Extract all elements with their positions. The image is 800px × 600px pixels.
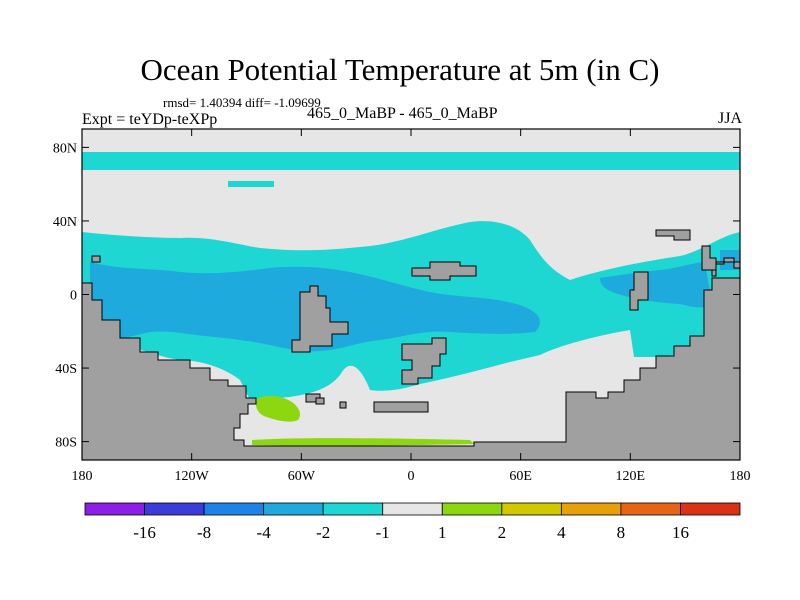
colorbar-swatch	[560, 502, 622, 516]
colorbar-swatch	[620, 502, 681, 516]
x-tick-label: 120W	[175, 469, 210, 484]
colorbar-swatch	[501, 502, 562, 516]
x-tick-label: 60W	[288, 469, 316, 484]
land	[82, 229, 740, 460]
land-pacific-block	[655, 229, 691, 241]
arctic-cool-band	[82, 152, 740, 170]
land-island	[339, 401, 347, 409]
colorbar-swatch	[441, 502, 503, 516]
antarctic-warm-band	[252, 438, 474, 446]
y-tick-label: 40N	[53, 215, 77, 230]
colorbar-label: -8	[197, 523, 211, 542]
colorbar-label: 16	[672, 523, 689, 542]
colorbar-label: 1	[438, 523, 447, 542]
colorbar-label: 2	[498, 523, 507, 542]
stats-text: rmsd= 1.40394 diff= -1.09699	[163, 95, 321, 110]
x-tick-label: 180	[72, 469, 93, 484]
y-tick-label: 40S	[55, 362, 77, 377]
land-continent-b	[401, 337, 447, 385]
experiment-label: Expt = teYDp-teXPp	[82, 111, 218, 128]
y-tick-label: 80N	[53, 141, 77, 156]
colorbar-label: -2	[316, 523, 330, 542]
y-tick-label: 0	[70, 289, 77, 304]
colorbar: -16 -8 -4 -2 -1 1 2 4 8 16	[84, 502, 741, 542]
land-continent-d	[629, 271, 649, 311]
colorbar-swatch	[680, 502, 741, 516]
x-tick-label: 60E	[509, 469, 532, 484]
arctic-cool-blob	[228, 181, 274, 187]
colorbar-swatch	[322, 502, 384, 516]
y-axis: 80N 40N 0 40S 80S	[53, 141, 740, 451]
west-pacific-cold-region	[600, 262, 712, 308]
colorbar-swatch	[144, 502, 205, 516]
colorbar-label: 4	[557, 523, 566, 542]
x-axis: 180 120W 60W 0 60E 120E 180	[72, 129, 751, 484]
y-tick-label: 80S	[55, 436, 77, 451]
land-island	[91, 255, 101, 263]
land-west	[82, 277, 740, 460]
map-field	[82, 129, 740, 460]
colorbar-label: -16	[133, 523, 156, 542]
chart-title: Ocean Potential Temperature at 5m (in C)	[140, 52, 660, 87]
x-tick-label: 180	[730, 469, 751, 484]
colorbar-swatch	[203, 502, 265, 516]
colorbar-label: -4	[257, 523, 272, 542]
season-label: JJA	[717, 110, 742, 127]
land-continent-a	[291, 285, 349, 353]
colorbar-label: -1	[376, 523, 390, 542]
colorbar-swatch	[84, 502, 145, 516]
colorbar-swatch	[382, 502, 443, 516]
x-tick-label: 0	[408, 469, 415, 484]
colorbar-swatch	[263, 502, 324, 516]
land-east-island	[701, 245, 717, 271]
x-tick-label: 120E	[616, 469, 646, 484]
land-island	[373, 401, 429, 413]
antarctic-warm-blob	[256, 395, 300, 422]
land-continent-c	[411, 261, 477, 281]
land-island	[315, 397, 325, 405]
experiment-subtitle: 465_0_MaBP - 465_0_MaBP	[307, 105, 498, 122]
colorbar-label: 8	[617, 523, 626, 542]
